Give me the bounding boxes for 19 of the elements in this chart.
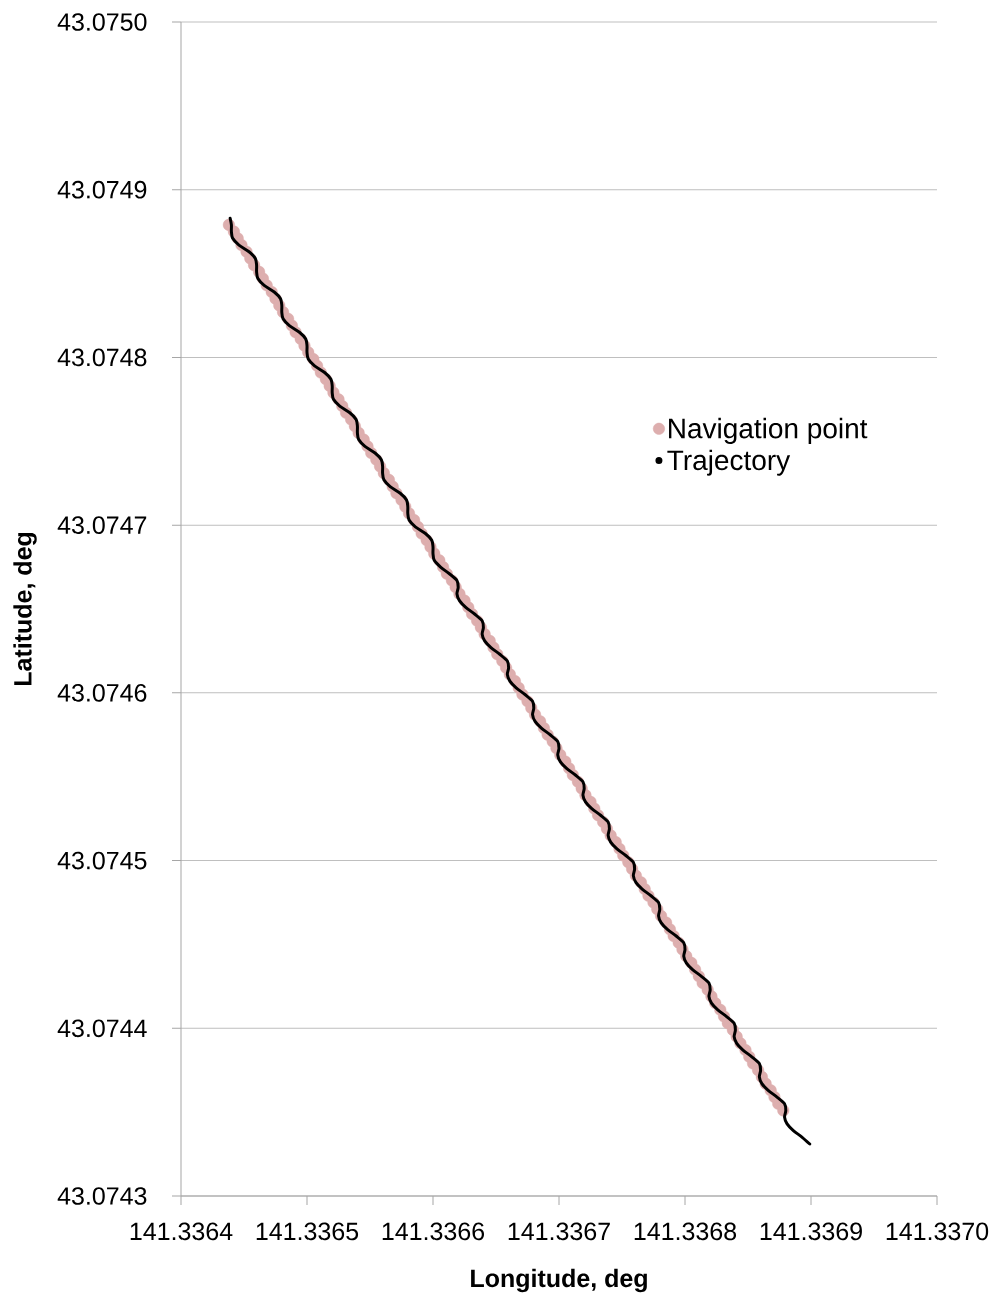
x-tick-label: 141.3368 — [634, 1222, 737, 1241]
x-tick-label: 141.3365 — [256, 1222, 359, 1241]
x-axis-title: Longitude, deg — [471, 1268, 647, 1293]
y-tick-label: 43.0749 — [57, 180, 147, 199]
y-tick-label: 43.0747 — [57, 516, 147, 534]
y-tick-label: 43.0744 — [57, 1019, 147, 1038]
legend-label: Navigation point — [669, 417, 868, 444]
y-tick-label: 43.0743 — [57, 1187, 147, 1205]
y-tick-label: 43.0746 — [57, 684, 147, 702]
x-tick-label: 141.3367 — [508, 1222, 610, 1241]
y-tick-label: 43.0748 — [57, 348, 147, 367]
x-tick-label: 141.3364 — [130, 1222, 233, 1241]
x-tick-label: 141.3366 — [382, 1222, 485, 1241]
legend-label: Trajectory — [667, 449, 791, 476]
y-tick-label: 43.0750 — [57, 13, 147, 31]
y-tick-label: 43.0745 — [57, 851, 147, 870]
x-tick-label: 141.3370 — [886, 1222, 989, 1241]
y-axis-title: Latitude, deg — [13, 532, 37, 686]
x-tick-label: 141.3369 — [760, 1222, 862, 1241]
